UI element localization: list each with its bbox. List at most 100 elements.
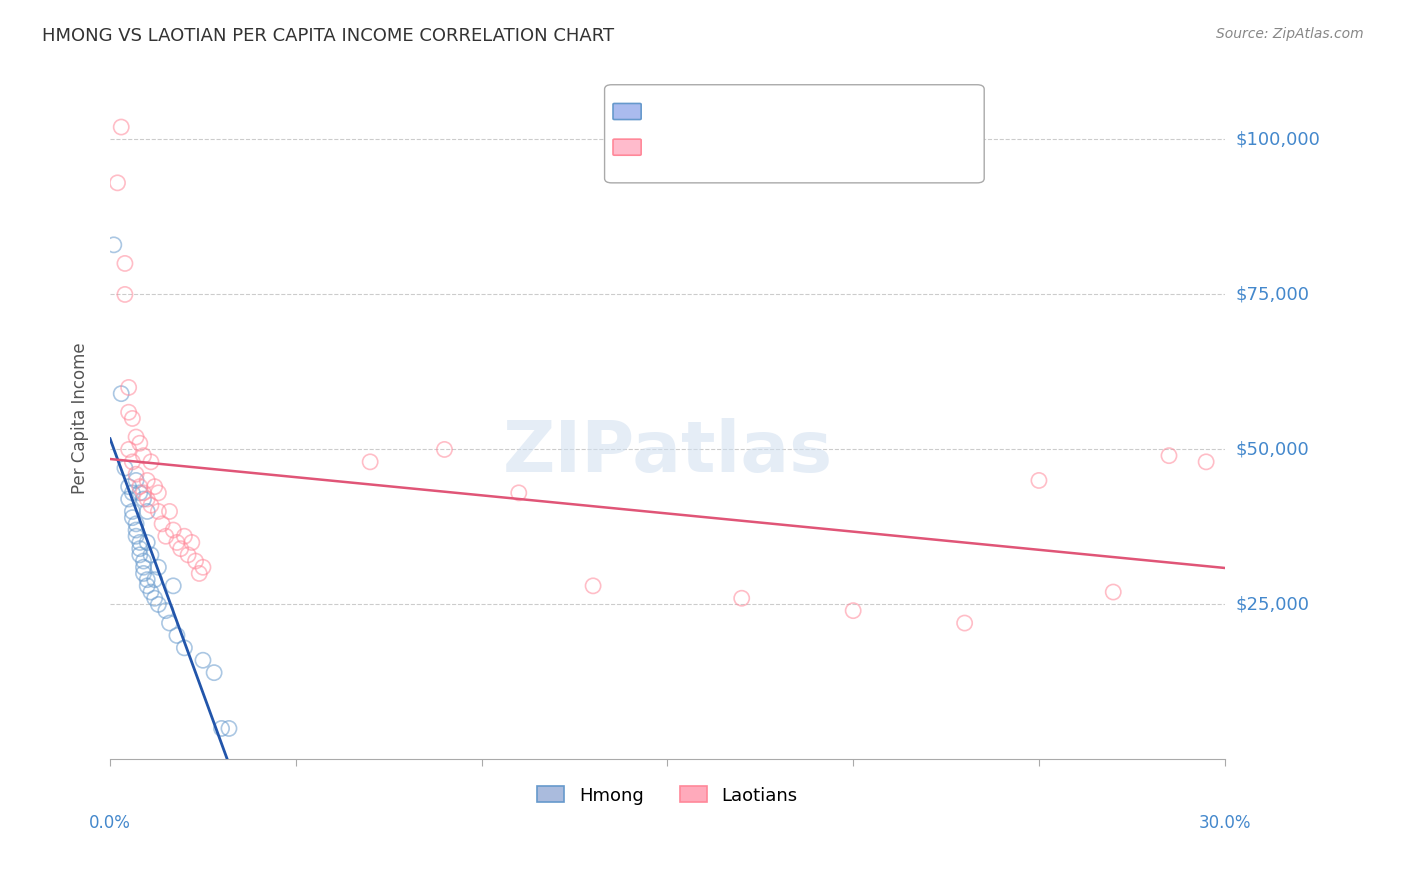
Point [162, 523, 184, 537]
Point [125, 430, 148, 444]
Y-axis label: Per Capita Income: Per Capita Income [72, 343, 89, 494]
Point [202, 665, 225, 680]
Point [132, 491, 155, 506]
Point [121, 455, 143, 469]
Point [136, 573, 159, 587]
Text: 45: 45 [783, 138, 806, 156]
Point [159, 615, 181, 630]
Text: $75,000: $75,000 [1236, 285, 1310, 303]
Text: 30.0%: 30.0% [1198, 814, 1251, 832]
Point [132, 566, 155, 581]
Point [359, 455, 381, 469]
Text: $25,000: $25,000 [1236, 596, 1310, 614]
Point [136, 491, 159, 506]
Point [118, 442, 141, 457]
Point [842, 604, 865, 618]
Point [132, 554, 155, 568]
Point [155, 604, 177, 618]
Text: ZIPatlas: ZIPatlas [502, 418, 832, 487]
Point [125, 523, 148, 537]
Point [128, 486, 150, 500]
Point [132, 486, 155, 500]
Point [1028, 474, 1050, 488]
Point [114, 256, 136, 270]
Point [143, 591, 166, 606]
Point [139, 455, 162, 469]
Text: R =: R = [628, 103, 665, 120]
Point [508, 486, 530, 500]
Point [166, 628, 188, 642]
Text: $50,000: $50,000 [1236, 441, 1309, 458]
Point [953, 615, 976, 630]
Point [139, 585, 162, 599]
Point [128, 541, 150, 556]
Point [150, 516, 173, 531]
Point [136, 474, 159, 488]
Point [118, 405, 141, 419]
Point [1102, 585, 1125, 599]
Point [162, 579, 184, 593]
Point [180, 535, 202, 549]
Point [125, 467, 148, 482]
Point [118, 480, 141, 494]
Point [159, 504, 181, 518]
Point [148, 504, 170, 518]
Point [148, 486, 170, 500]
Text: HMONG VS LAOTIAN PER CAPITA INCOME CORRELATION CHART: HMONG VS LAOTIAN PER CAPITA INCOME CORRE… [42, 27, 614, 45]
Point [110, 120, 132, 134]
Point [191, 560, 214, 574]
Text: N =: N = [745, 138, 782, 156]
Text: 39: 39 [783, 103, 807, 120]
Point [1157, 449, 1180, 463]
Point [132, 449, 155, 463]
Point [121, 411, 143, 425]
Point [136, 579, 159, 593]
Point [103, 237, 125, 252]
Point [139, 548, 162, 562]
Point [128, 436, 150, 450]
Point [155, 529, 177, 543]
Point [114, 287, 136, 301]
Point [136, 535, 159, 549]
Point [118, 380, 141, 394]
Point [148, 560, 170, 574]
Point [218, 722, 240, 736]
Point [128, 480, 150, 494]
Point [143, 573, 166, 587]
Text: N =: N = [745, 103, 782, 120]
Point [128, 548, 150, 562]
Point [121, 510, 143, 524]
Point [166, 535, 188, 549]
Point [1195, 455, 1218, 469]
Point [433, 442, 456, 457]
Text: Source: ZipAtlas.com: Source: ZipAtlas.com [1216, 27, 1364, 41]
Point [107, 176, 129, 190]
Point [136, 504, 159, 518]
Point [177, 548, 200, 562]
Legend: Hmong, Laotians: Hmong, Laotians [530, 779, 804, 812]
Text: 0.0%: 0.0% [89, 814, 131, 832]
Point [582, 579, 605, 593]
Point [148, 598, 170, 612]
Point [143, 480, 166, 494]
Point [125, 474, 148, 488]
Point [191, 653, 214, 667]
Point [121, 486, 143, 500]
Point [731, 591, 754, 606]
Point [128, 535, 150, 549]
Point [169, 541, 191, 556]
Point [132, 560, 155, 574]
Point [125, 529, 148, 543]
Text: -0.519: -0.519 [671, 103, 730, 120]
Text: $100,000: $100,000 [1236, 130, 1320, 148]
Point [125, 516, 148, 531]
Point [188, 566, 211, 581]
Point [110, 386, 132, 401]
Point [173, 529, 195, 543]
Point [139, 498, 162, 512]
Text: -0.027: -0.027 [671, 138, 730, 156]
Point [184, 554, 207, 568]
Text: R =: R = [628, 138, 665, 156]
Point [173, 640, 195, 655]
Point [118, 491, 141, 506]
